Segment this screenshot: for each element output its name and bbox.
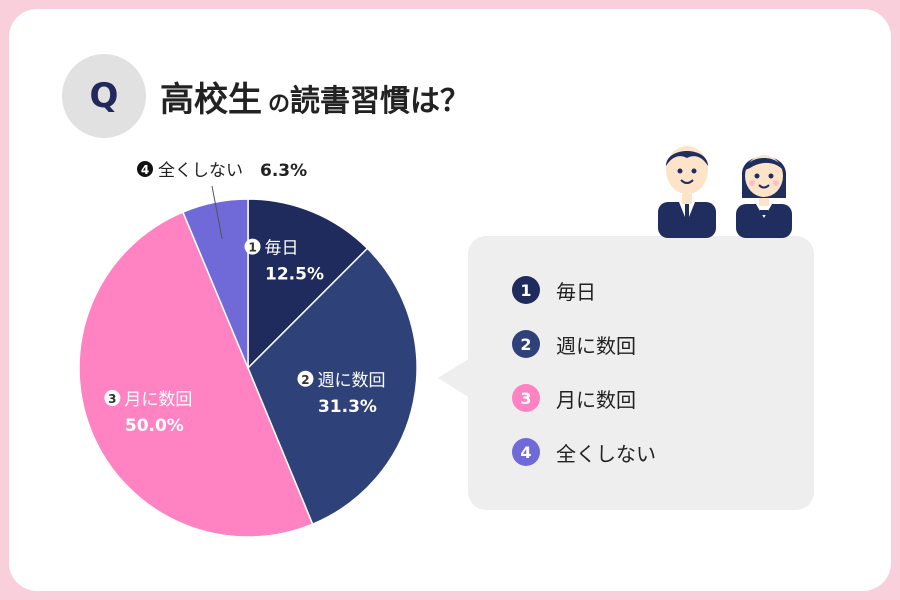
legend-label: 週に数回	[556, 333, 636, 358]
slice-number: 1	[248, 241, 256, 255]
slice-label: 毎日	[265, 239, 299, 259]
slice-number: 3	[108, 392, 116, 406]
slice-label-1: 1 毎日 12.5%	[244, 238, 324, 285]
slice-label-2: 2 週に数回 31.3%	[297, 370, 385, 417]
legend-number: 1	[512, 276, 540, 304]
pie-slice-1	[247, 198, 369, 370]
slice-label: 全くしない	[158, 161, 243, 181]
male-student-icon	[658, 146, 716, 238]
title-rest: 読書習慣は？	[290, 84, 471, 119]
slice-value: 6.3%	[260, 161, 307, 181]
legend-label: 月に数回	[556, 387, 636, 412]
question-badge: Q	[62, 54, 146, 138]
legend: 1 毎日 2 週に数回 3 月に数回 4 全くしない	[512, 276, 656, 492]
slice-label-3: 3 月に数回 50.0%	[104, 389, 192, 436]
slice-number: 2	[301, 373, 309, 387]
pie-slice-3	[78, 211, 314, 538]
students-illustration	[658, 146, 792, 238]
leader-line	[211, 185, 223, 239]
female-student-icon	[736, 155, 792, 238]
legend-number: 2	[512, 330, 540, 358]
title-subject: 高校生	[160, 80, 262, 120]
slice-label-4: 4 全くしない 6.3%	[137, 161, 307, 181]
pie-slice-2	[247, 247, 418, 526]
legend-item-1: 1 毎日	[512, 276, 656, 304]
slice-label: 月に数回	[124, 390, 192, 410]
legend-item-4: 4 全くしない	[512, 438, 656, 466]
legend-label: 毎日	[556, 279, 596, 304]
slice-value: 12.5%	[265, 265, 324, 285]
slice-label: 週に数回	[317, 371, 385, 391]
callout-tail	[438, 358, 470, 398]
legend-item-3: 3 月に数回	[512, 384, 656, 412]
legend-number: 3	[512, 384, 540, 412]
slice-number: 4	[141, 163, 149, 177]
legend-item-2: 2 週に数回	[512, 330, 656, 358]
slice-value: 50.0%	[125, 416, 184, 436]
legend-number: 4	[512, 438, 540, 466]
title-particle: の	[268, 92, 291, 117]
page-title: 高校生 の 読書習慣は？	[160, 72, 470, 120]
slice-value: 31.3%	[318, 397, 377, 417]
legend-label: 全くしない	[556, 441, 656, 466]
